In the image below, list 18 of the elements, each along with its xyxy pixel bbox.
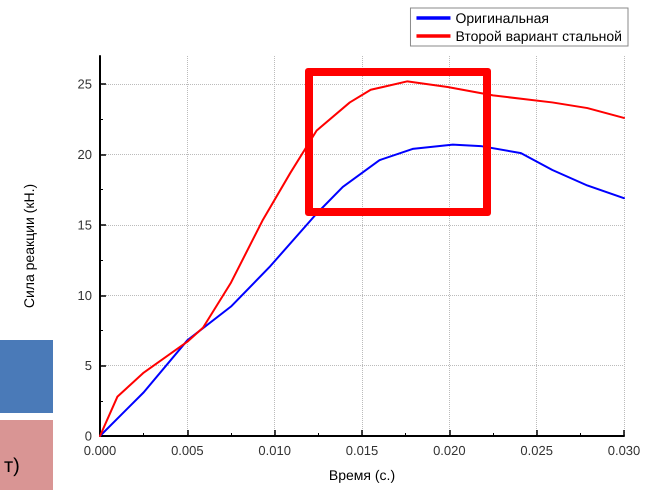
x-tick-label: 0.020: [433, 443, 466, 458]
x-tick-label: 0.025: [520, 443, 553, 458]
y-tick-label: 5: [84, 358, 92, 374]
y-tick-label: 15: [78, 217, 92, 232]
y-axis-title: Сила реакции (кН.): [21, 184, 37, 308]
x-tick-label: 0.015: [346, 443, 378, 458]
x-tick-label: 0.000: [84, 443, 116, 458]
y-tick-label: 20: [78, 147, 92, 162]
x-tick-label: 0.005: [171, 443, 204, 458]
x-tick-label: 0.010: [258, 443, 291, 458]
legend-label: Второй вариант стальной: [455, 28, 622, 44]
y-tick-label: 0: [84, 428, 92, 444]
y-tick-label: 10: [78, 288, 92, 303]
legend-label: Оригинальная: [455, 10, 549, 26]
x-axis-title: Время (с.): [328, 467, 396, 483]
x-tick-label: 0.030: [608, 443, 640, 458]
text: т): [4, 455, 20, 478]
y-tick-label: 25: [78, 76, 92, 92]
